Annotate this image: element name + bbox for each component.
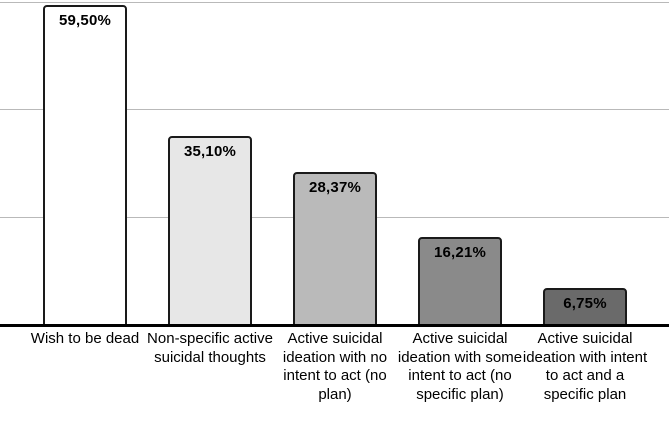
bar-4: 16,21%: [418, 237, 502, 327]
x-axis-line: [0, 324, 669, 327]
bar-value-label-4: 16,21%: [433, 244, 487, 261]
x-axis-label-4: Active suicidal ideation with some inten…: [397, 330, 523, 403]
bar-1: 59,50%: [43, 5, 127, 327]
bar-value-label-5: 6,75%: [563, 295, 607, 312]
bar-value-label-1: 59,50%: [58, 12, 112, 29]
bar-5: 6,75%: [543, 288, 627, 327]
x-axis-label-1: Wish to be dead: [30, 330, 140, 347]
x-axis-label-5: Active suicidal ideation with intent to …: [522, 330, 648, 403]
bar-value-label-3: 28,37%: [308, 179, 362, 196]
gridline-60pct: [0, 2, 669, 3]
gridline-40pct: [0, 109, 669, 110]
x-axis-label-3: Active suicidal ideation with no intent …: [282, 330, 388, 403]
x-axis-label-2: Non-specific active suicidal thoughts: [147, 330, 273, 366]
bar-2: 35,10%: [168, 136, 252, 327]
bar-3: 28,37%: [293, 172, 377, 327]
bar-value-label-2: 35,10%: [183, 143, 237, 160]
